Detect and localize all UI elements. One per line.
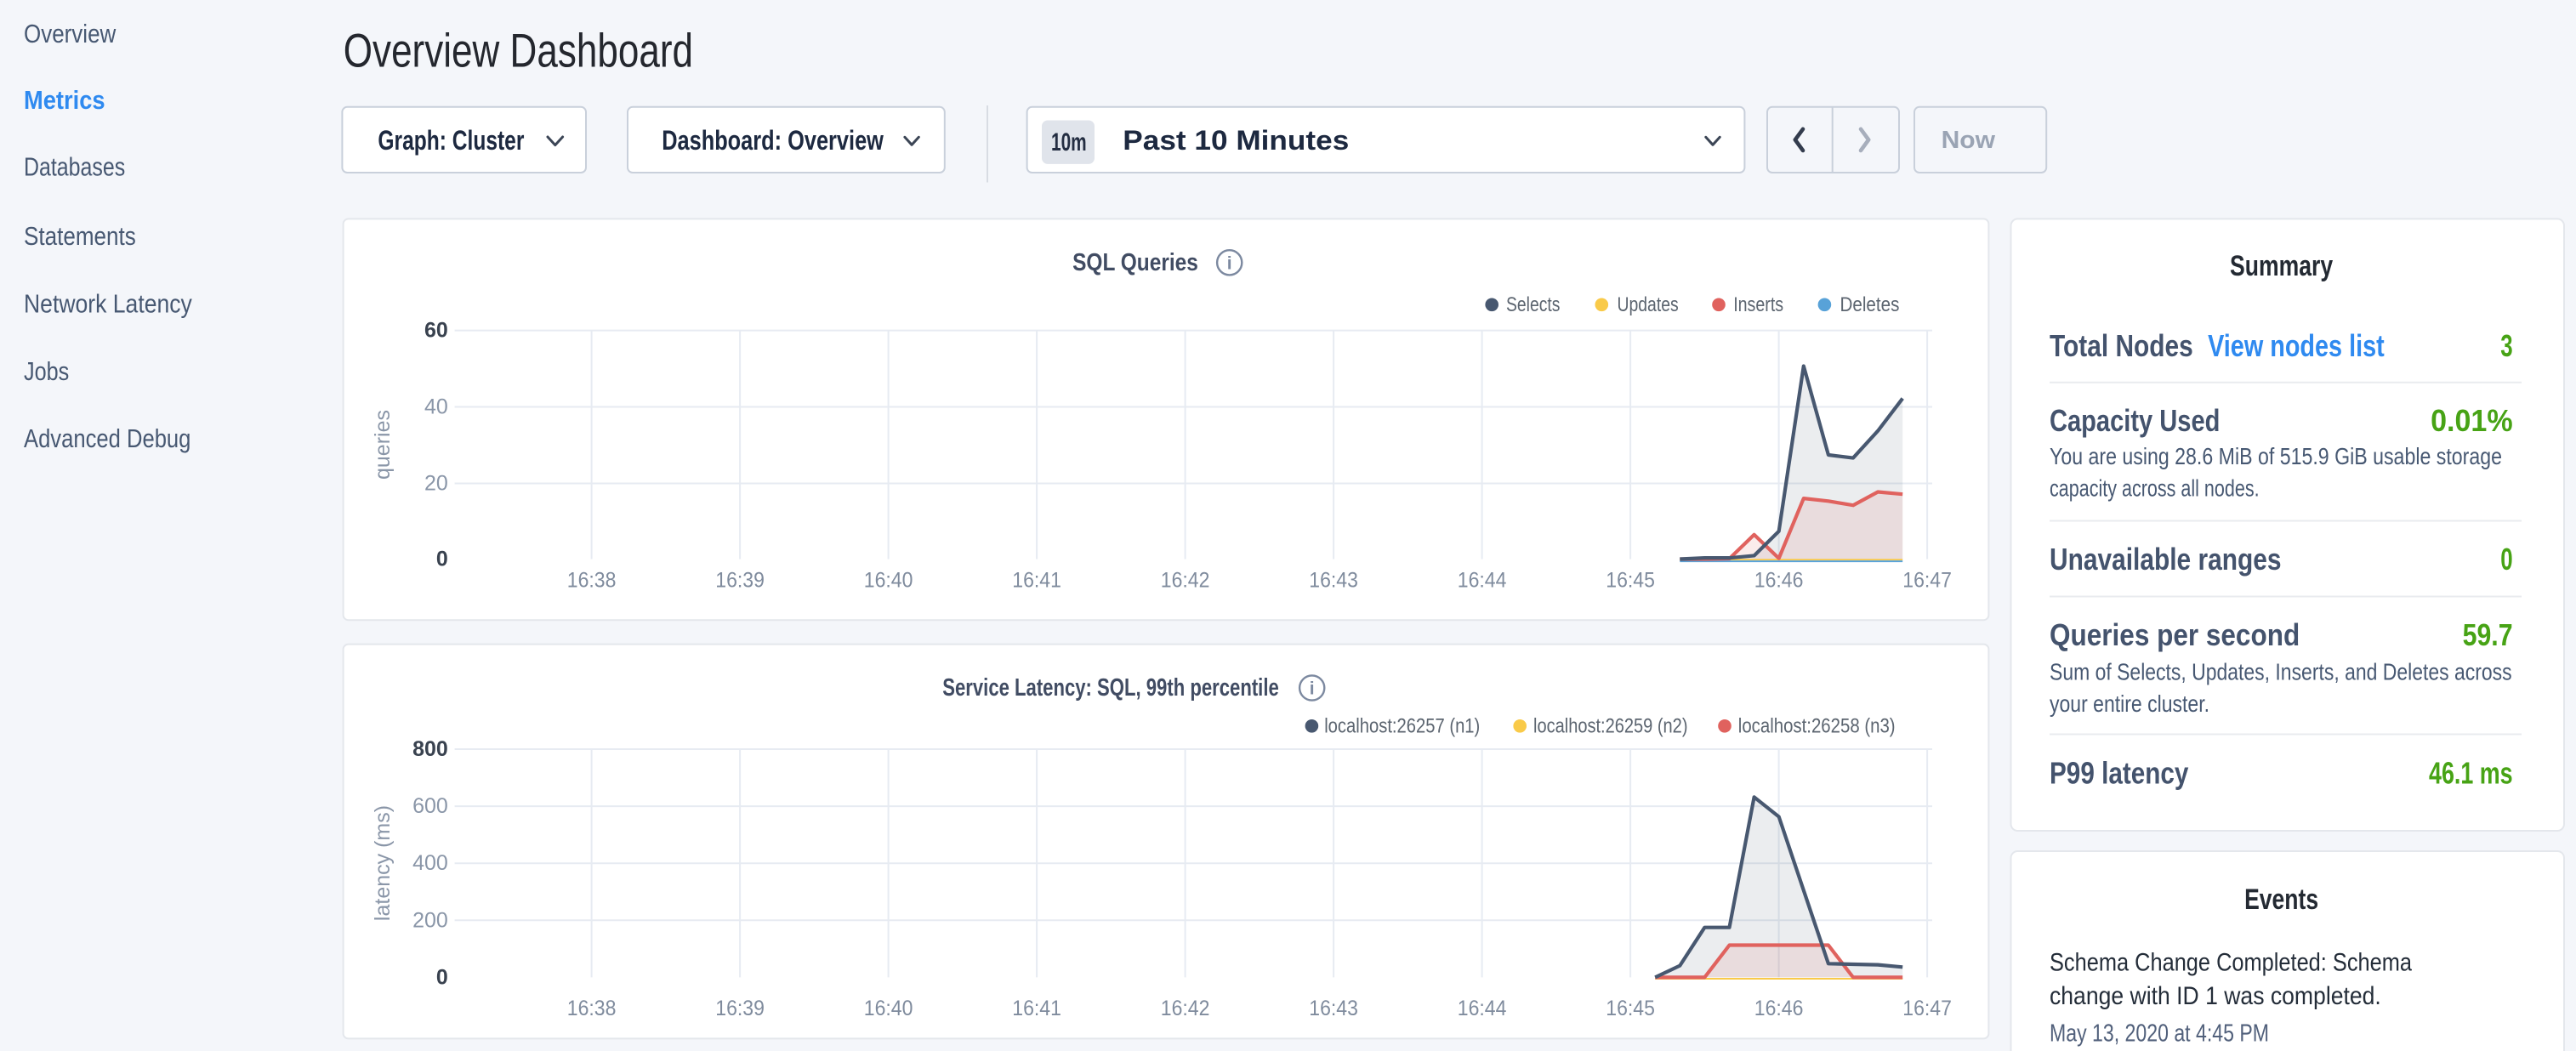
- svg-text:capacity across all nodes.: capacity across all nodes.: [2050, 475, 2260, 502]
- svg-text:10m: 10m: [1051, 128, 1087, 156]
- svg-text:16:45: 16:45: [1606, 569, 1655, 593]
- svg-text:SQL Queries: SQL Queries: [1072, 249, 1198, 276]
- svg-text:16:42: 16:42: [1161, 997, 1210, 1020]
- svg-text:Summary: Summary: [2230, 250, 2333, 282]
- svg-text:800: 800: [412, 737, 448, 761]
- svg-text:16:40: 16:40: [864, 569, 913, 593]
- svg-text:400: 400: [412, 851, 448, 875]
- svg-text:16:43: 16:43: [1309, 997, 1358, 1020]
- svg-text:16:43: 16:43: [1309, 569, 1358, 593]
- svg-text:16:45: 16:45: [1606, 997, 1655, 1020]
- svg-text:0.01%: 0.01%: [2431, 403, 2513, 438]
- svg-text:Capacity Used: Capacity Used: [2050, 403, 2220, 438]
- svg-text:16:41: 16:41: [1012, 569, 1061, 593]
- svg-text:16:44: 16:44: [1458, 997, 1507, 1020]
- svg-text:View nodes list: View nodes list: [2208, 328, 2385, 363]
- svg-text:Now: Now: [1942, 127, 1996, 154]
- svg-text:16:46: 16:46: [1754, 997, 1804, 1020]
- svg-text:16:46: 16:46: [1754, 569, 1804, 593]
- svg-text:60: 60: [424, 319, 448, 343]
- svg-text:Queries per second: Queries per second: [2050, 617, 2300, 652]
- svg-text:latency (ms): latency (ms): [371, 805, 395, 921]
- svg-text:Schema Change Completed: Schem: Schema Change Completed: Schema: [2050, 949, 2412, 977]
- svg-text:600: 600: [412, 794, 448, 818]
- svg-text:16:39: 16:39: [715, 569, 765, 593]
- svg-text:Inserts: Inserts: [1733, 293, 1783, 316]
- svg-text:You are using 28.6 MiB of 515.: You are using 28.6 MiB of 515.9 GiB usab…: [2050, 443, 2502, 469]
- svg-text:Network Latency: Network Latency: [24, 289, 192, 319]
- svg-text:Events: Events: [2244, 883, 2318, 916]
- svg-text:localhost:26257 (n1): localhost:26257 (n1): [1324, 714, 1480, 737]
- svg-text:3: 3: [2500, 328, 2512, 363]
- svg-text:your entire cluster.: your entire cluster.: [2050, 690, 2209, 717]
- svg-text:Statements: Statements: [24, 221, 136, 251]
- svg-text:Deletes: Deletes: [1840, 293, 1900, 316]
- svg-text:16:41: 16:41: [1012, 997, 1061, 1020]
- svg-text:May 13, 2020 at 4:45 PM: May 13, 2020 at 4:45 PM: [2050, 1020, 2269, 1048]
- svg-text:46.1 ms: 46.1 ms: [2429, 756, 2513, 791]
- svg-text:Selects: Selects: [1506, 293, 1560, 316]
- svg-text:i: i: [1227, 254, 1232, 274]
- svg-text:16:40: 16:40: [864, 997, 913, 1020]
- svg-text:40: 40: [424, 395, 448, 419]
- svg-text:Sum of Selects, Updates, Inser: Sum of Selects, Updates, Inserts, and De…: [2050, 658, 2512, 685]
- svg-text:Updates: Updates: [1618, 293, 1679, 316]
- svg-text:Jobs: Jobs: [24, 356, 69, 386]
- svg-text:59.7: 59.7: [2463, 617, 2513, 652]
- svg-text:Service Latency: SQL, 99th per: Service Latency: SQL, 99th percentile: [942, 674, 1279, 702]
- svg-text:20: 20: [424, 472, 448, 496]
- svg-text:i: i: [1310, 679, 1315, 699]
- svg-text:16:47: 16:47: [1902, 997, 1952, 1020]
- svg-text:Overview: Overview: [24, 19, 117, 48]
- svg-text:Past 10 Minutes: Past 10 Minutes: [1123, 125, 1349, 156]
- svg-text:Advanced Debug: Advanced Debug: [24, 423, 190, 453]
- svg-text:0: 0: [436, 965, 448, 989]
- svg-text:16:39: 16:39: [715, 997, 765, 1020]
- svg-text:16:38: 16:38: [567, 997, 617, 1020]
- svg-text:Total Nodes: Total Nodes: [2050, 328, 2193, 363]
- svg-text:200: 200: [412, 908, 448, 932]
- svg-text:localhost:26258 (n3): localhost:26258 (n3): [1738, 714, 1896, 737]
- svg-text:Graph: Cluster: Graph: Cluster: [378, 125, 524, 156]
- svg-text:Dashboard: Overview: Dashboard: Overview: [662, 125, 884, 156]
- svg-text:0: 0: [436, 548, 448, 571]
- svg-text:queries: queries: [371, 410, 395, 480]
- svg-text:Overview Dashboard: Overview Dashboard: [344, 24, 693, 77]
- svg-text:change with ID 1 was completed: change with ID 1 was completed.: [2050, 982, 2381, 1010]
- svg-text:16:47: 16:47: [1902, 569, 1952, 593]
- svg-text:Databases: Databases: [24, 152, 125, 182]
- svg-text:Unavailable ranges: Unavailable ranges: [2050, 542, 2282, 577]
- svg-text:Metrics: Metrics: [24, 85, 105, 115]
- svg-text:16:44: 16:44: [1458, 569, 1507, 593]
- svg-text:0: 0: [2500, 542, 2512, 577]
- svg-text:localhost:26259 (n2): localhost:26259 (n2): [1533, 714, 1688, 737]
- svg-text:16:42: 16:42: [1161, 569, 1210, 593]
- svg-text:16:38: 16:38: [567, 569, 617, 593]
- svg-text:P99 latency: P99 latency: [2050, 756, 2188, 791]
